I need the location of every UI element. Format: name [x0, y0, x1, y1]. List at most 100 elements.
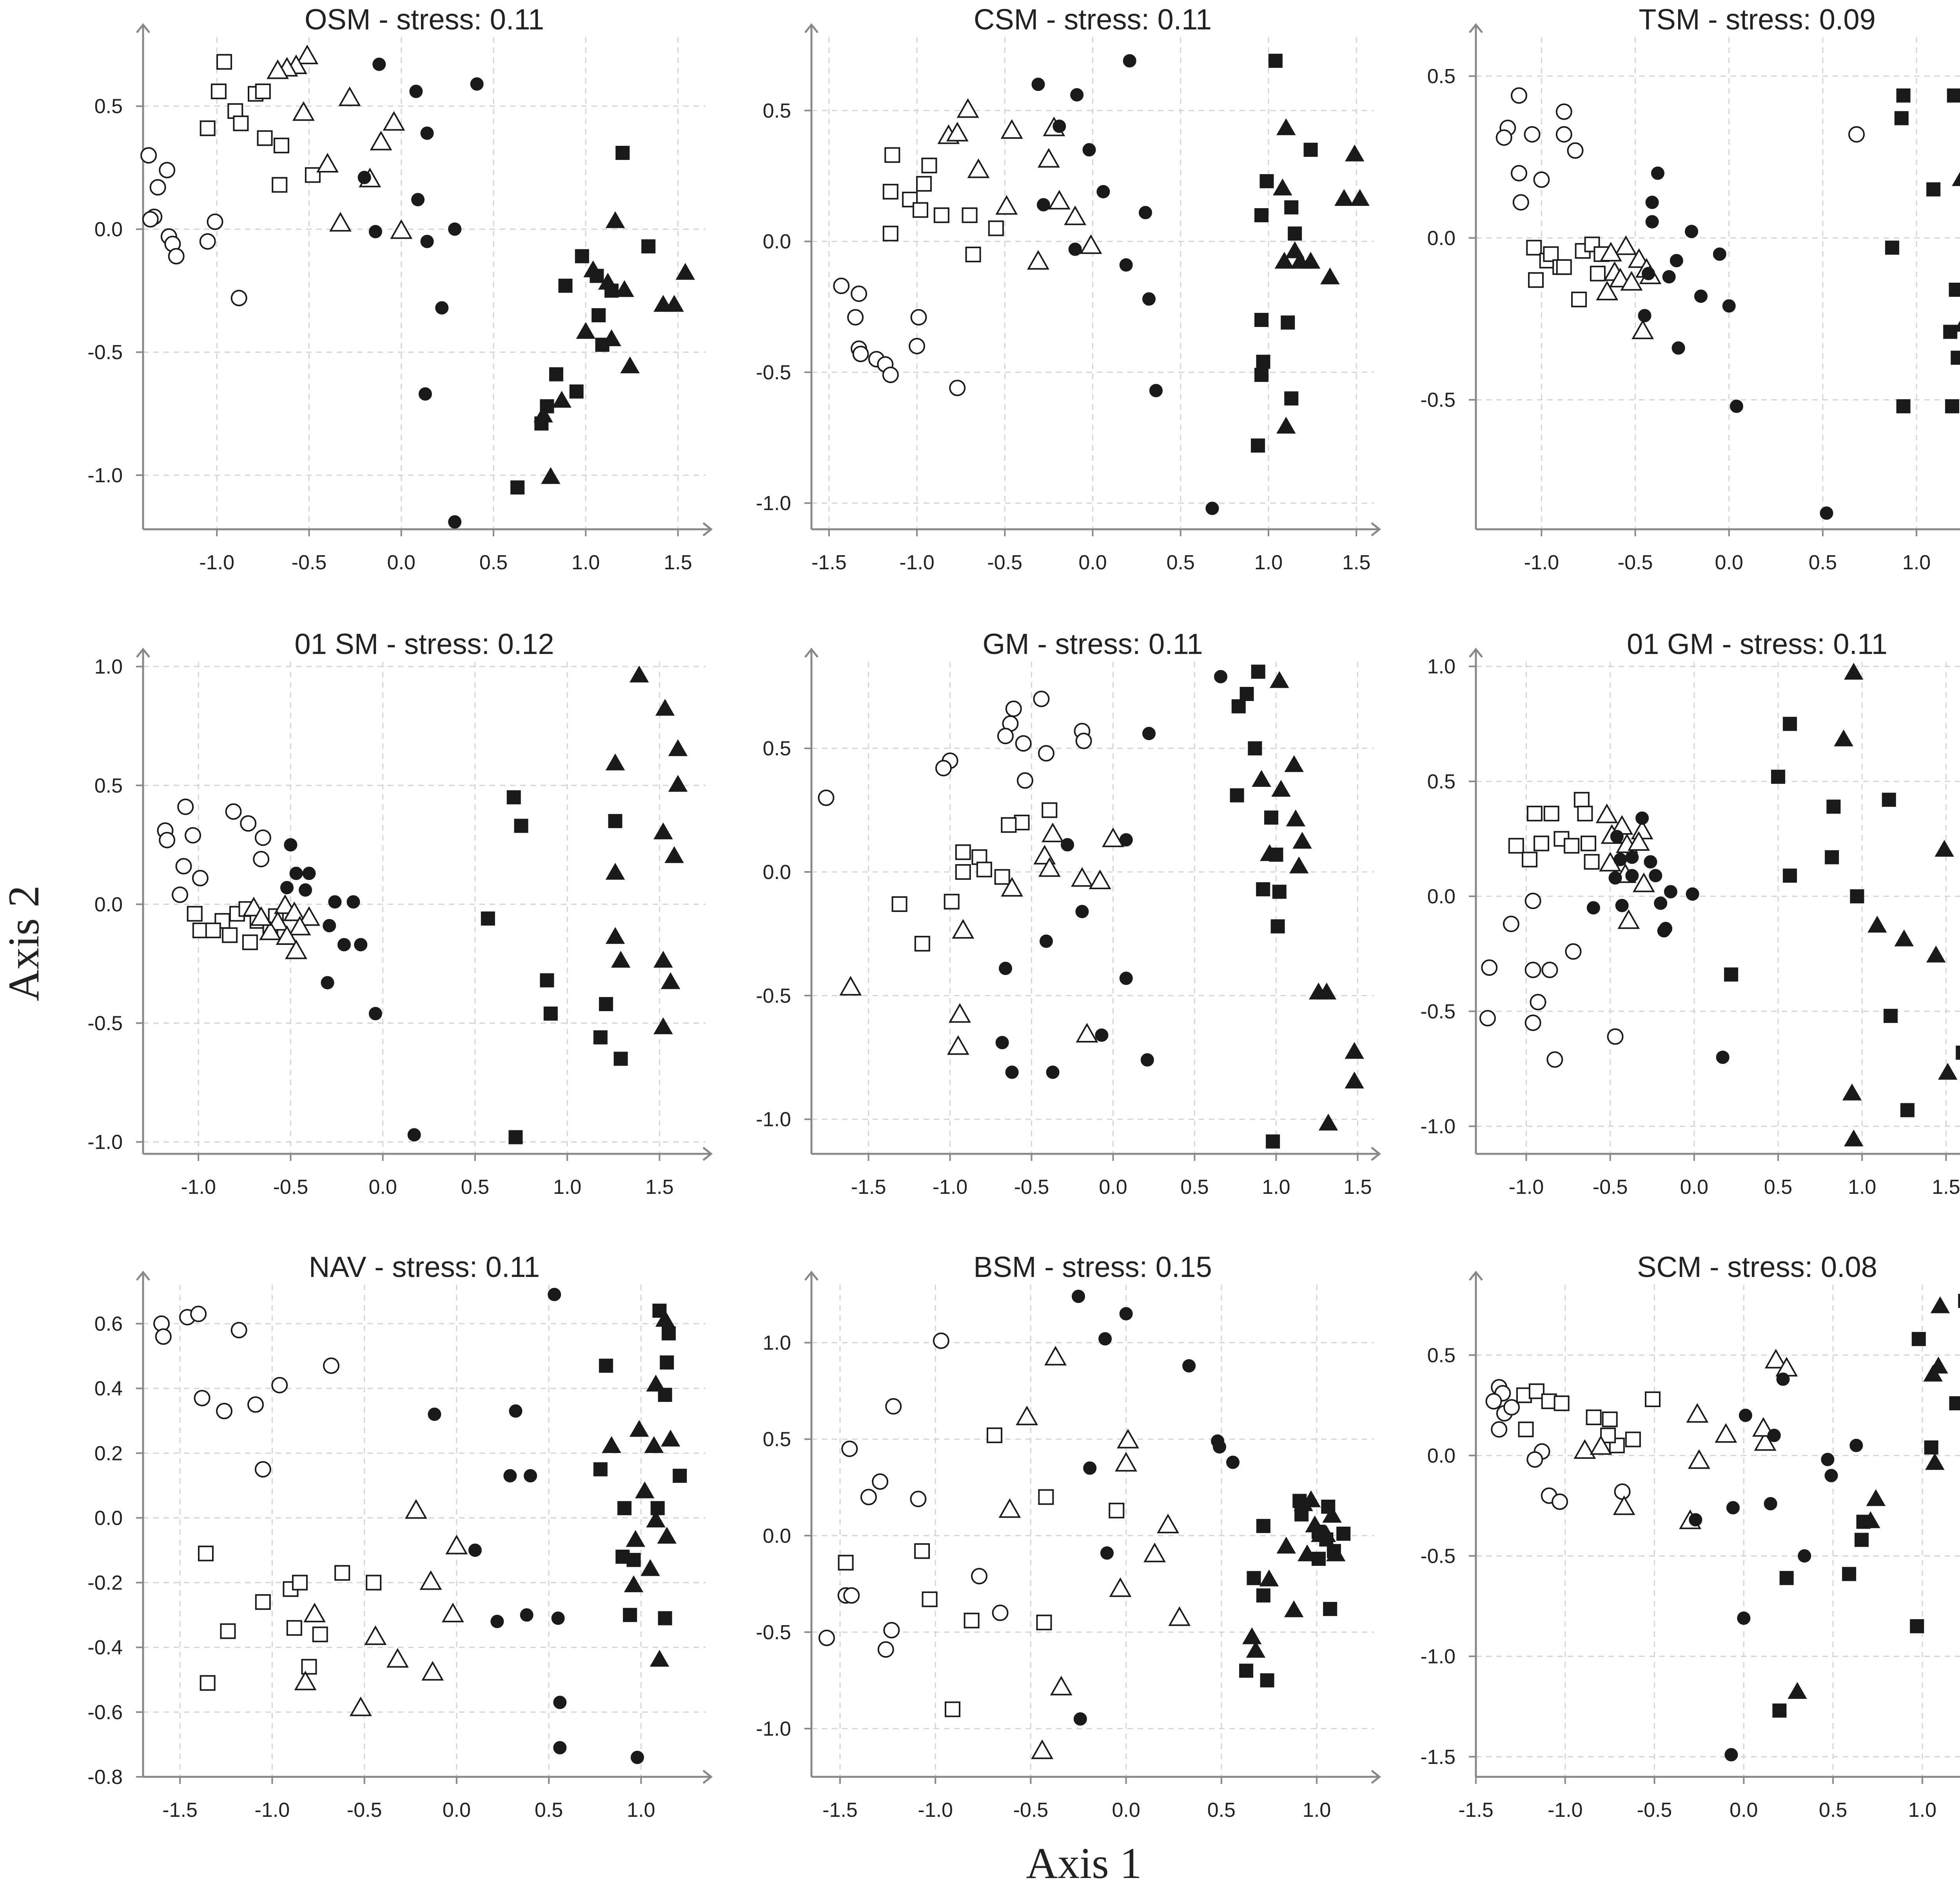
filled-triangle-series [1952, 172, 1960, 332]
open-circle-point [247, 1396, 264, 1413]
filled-circle-point [337, 938, 351, 952]
open-circle-point [872, 1473, 889, 1490]
open-circle-point [1481, 959, 1498, 976]
filled-triangle-point [1252, 770, 1271, 787]
filled-triangle-point [655, 699, 675, 716]
scatter-panel-7: -1.5 -1.0 -0.5 0.0 0.5 1.0 -0.8 -0.6 -0.4 -0.2 0.0… [87, 1251, 713, 1822]
filled-circle-point [1798, 1549, 1811, 1563]
y-tick-label: 0.5 [94, 774, 123, 797]
open-circle-point [172, 886, 189, 903]
filled-circle-point [1119, 1307, 1133, 1320]
open-square-point [944, 894, 960, 910]
filled-circle-point [1713, 247, 1726, 261]
open-triangle-point [316, 153, 339, 173]
x-tick-label: 1.5 [1342, 551, 1370, 574]
y-tick-label: -0.5 [1420, 1545, 1455, 1568]
x-tick-label: 0.0 [1730, 1799, 1758, 1822]
filled-triangle-series [534, 211, 695, 484]
filled-circle-point [448, 222, 462, 236]
filled-circle-point [1608, 871, 1622, 885]
filled-triangle-point [576, 322, 595, 339]
open-square-point [1577, 806, 1593, 822]
filled-square-point [558, 278, 573, 293]
open-circle-point [185, 827, 201, 844]
filled-square-point [1885, 240, 1899, 255]
x-tick-label: 1.0 [553, 1176, 581, 1199]
open-triangle-point [1001, 877, 1024, 897]
open-square-point [198, 1546, 214, 1562]
x-tick-label: 1.0 [1848, 1176, 1876, 1199]
panel-title: NAV - stress: 0.11 [309, 1251, 540, 1283]
filled-triangle-point [605, 753, 625, 770]
x-tick-label: 1.5 [1343, 1176, 1372, 1199]
x-axis-arrow [702, 522, 713, 536]
open-square-point [1001, 817, 1017, 833]
x-tick-label: -0.5 [1593, 1176, 1628, 1199]
filled-triangle-point [1866, 1489, 1886, 1506]
filled-square-point [510, 480, 525, 495]
panel-title: GM - stress: 0.11 [983, 628, 1203, 660]
filled-circle-series [358, 58, 484, 529]
filled-triangle-point [1320, 267, 1340, 285]
open-circle-point [1546, 1051, 1563, 1068]
y-tick-label: 0.0 [1427, 227, 1455, 250]
y-axis-arrow [136, 23, 150, 33]
open-circle-point [1565, 943, 1582, 960]
open-circle-point [1614, 1483, 1631, 1500]
scatter-panel-8: -1.5 -1.0 -0.5 0.0 0.5 1.0 -1.0 -0.5 0.0 0.5 1.0 BS… [756, 1251, 1381, 1822]
filled-square-point [1336, 1526, 1351, 1541]
filled-circle-point [509, 1404, 523, 1418]
filled-triangle-point [1242, 1627, 1262, 1644]
filled-circle-point [1149, 384, 1163, 398]
y-tick-label: -0.5 [756, 984, 791, 1007]
filled-triangle-point [602, 329, 621, 346]
x-tick-label: 0.5 [535, 1799, 563, 1822]
open-triangle-series [267, 44, 413, 239]
filled-triangle-point [1284, 755, 1304, 772]
x-tick-label: 0.0 [1680, 1176, 1708, 1199]
y-tick-label: 0.5 [1427, 1344, 1455, 1367]
filled-square-point [1231, 699, 1246, 714]
y-tick-label: 0.2 [94, 1442, 123, 1465]
open-circle-point [909, 338, 926, 354]
filled-square-point [1281, 315, 1295, 330]
open-triangle-point [1042, 823, 1064, 843]
open-triangle-point [1590, 1435, 1612, 1455]
open-circle-point [1485, 1393, 1502, 1410]
open-circle-point [159, 162, 176, 178]
filled-triangle-point [1326, 1544, 1346, 1562]
filled-circle-point [1072, 1289, 1085, 1303]
open-circle-series [818, 690, 1092, 806]
filled-square-series [1885, 88, 1960, 414]
filled-square-point [1825, 850, 1839, 864]
y-tick-label: 0.5 [763, 1428, 791, 1451]
filled-square-point [575, 249, 589, 263]
open-square-point [1645, 1391, 1661, 1407]
filled-circle-point [368, 225, 382, 238]
open-circle-point [168, 248, 185, 265]
open-square-point [988, 220, 1004, 236]
x-tick-label: 1.0 [1902, 551, 1931, 574]
filled-triangle-point [646, 1510, 666, 1527]
open-circle-point [140, 147, 157, 164]
x-tick-label: -1.5 [162, 1799, 198, 1822]
filled-square-point [1896, 399, 1911, 414]
filled-square-point [1266, 1134, 1280, 1149]
open-circle-point [885, 1398, 902, 1415]
filled-circle-point [470, 77, 484, 91]
filled-circle-point [630, 1751, 644, 1764]
filled-square-series [1772, 1293, 1960, 1718]
filled-circle-point [998, 962, 1012, 975]
open-square-point [1573, 792, 1590, 808]
open-square-point [933, 207, 949, 223]
filled-square-point [599, 1358, 613, 1373]
filled-circle-point [1046, 1065, 1060, 1079]
filled-square-point [626, 1553, 641, 1567]
filled-square-series [593, 1304, 687, 1625]
filled-square-point [1783, 868, 1797, 883]
y-tick-label: -0.8 [87, 1766, 123, 1789]
filled-circle-point [1100, 1546, 1114, 1560]
filled-square-point [608, 814, 622, 828]
filled-circle-point [420, 234, 434, 248]
